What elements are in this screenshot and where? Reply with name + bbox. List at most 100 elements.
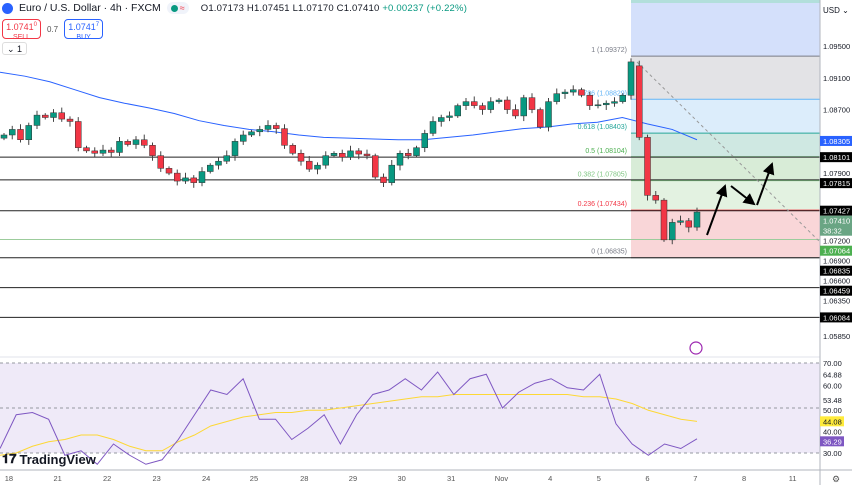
price-tag-label: 1.08305	[823, 137, 850, 146]
candle-body	[429, 121, 437, 134]
rsi-value: 36.29	[823, 437, 842, 446]
countdown-label: 38:32	[823, 227, 842, 236]
candle-body	[17, 129, 24, 141]
rsi-axis-label: 40.00	[823, 427, 842, 436]
candle-body	[157, 155, 164, 169]
time-axis-label: Nov	[495, 474, 509, 483]
candle-body	[693, 211, 701, 228]
tradingview-logo: 𝟏𝟕 TradingView	[2, 451, 96, 467]
candle-body	[207, 164, 214, 172]
time-axis-label: 21	[53, 474, 61, 483]
fib-zone	[631, 210, 820, 258]
low-value: L1.07170	[292, 2, 334, 14]
candle-body	[223, 155, 230, 162]
candle-body	[330, 153, 338, 156]
price-axis-label: 1.06600	[823, 277, 850, 286]
time-axis-label: 24	[202, 474, 210, 483]
candle-body	[677, 220, 684, 223]
price-axis-label: 1.06900	[823, 257, 850, 266]
candle-body	[231, 141, 239, 156]
candle-body	[174, 172, 181, 182]
candle-body	[479, 105, 486, 110]
candle-body	[132, 139, 140, 145]
change-value: +0.00237 (+0.22%)	[382, 2, 468, 14]
fib-level-label: 0.382 (1.07805)	[578, 172, 627, 179]
buy-button[interactable]: 1.07417 BUY	[64, 19, 104, 41]
open-value: O1.07173	[200, 2, 245, 14]
time-axis-label: 18	[5, 474, 13, 483]
candle-body	[372, 155, 379, 178]
price-tag-label: 1.08101	[823, 153, 850, 162]
time-axis-label: 30	[397, 474, 405, 483]
symbol-title[interactable]: Euro / U.S. Dollar · 4h · FXCM	[19, 2, 161, 14]
price-axis-label: 1.09100	[823, 74, 850, 83]
spread: 0.7	[47, 24, 59, 34]
candle-body	[281, 128, 288, 146]
indicators-toggle[interactable]: ⌄ 1	[2, 42, 28, 55]
candle-body	[636, 65, 643, 138]
candle-body	[42, 114, 49, 118]
price-tag-label: 1.07427	[823, 207, 850, 216]
candle-body	[520, 97, 527, 117]
lightning-alert-icon	[689, 341, 703, 355]
candle-body	[380, 176, 387, 183]
candle-body	[537, 109, 544, 128]
time-axis-label: 23	[152, 474, 160, 483]
market-status[interactable]: ≈	[166, 2, 189, 14]
candle-body	[91, 150, 98, 154]
candle-body	[124, 141, 131, 145]
candle-body	[611, 101, 618, 104]
sell-button[interactable]: 1.07410 SELL	[2, 19, 41, 41]
fib-level-label: 1 (1.09372)	[591, 47, 627, 54]
candle-body	[504, 99, 511, 110]
candle-body	[108, 149, 115, 153]
currency-selector[interactable]: USD ⌄	[823, 6, 849, 15]
tv-logo-icon: 𝟏𝟕	[2, 451, 17, 466]
price-tag-label-tag	[820, 135, 852, 146]
ohlc-readout: O1.07173 H1.07451 L1.07170 C1.07410 +0.0…	[201, 3, 467, 14]
candle-body	[528, 97, 536, 110]
projection-arrow	[756, 162, 775, 206]
chart-header: Euro / U.S. Dollar · 4h · FXCM ≈ O1.0717…	[2, 2, 467, 14]
candle-body	[495, 99, 503, 102]
candle-body	[33, 114, 41, 126]
candle-body	[355, 150, 362, 155]
rsi-axis-label: 64.88	[823, 371, 842, 380]
price-axis-label: 1.07200	[823, 237, 850, 246]
candle-body	[256, 129, 263, 133]
candle-body	[322, 155, 329, 166]
candle-body	[438, 117, 445, 122]
rsi-axis-label: 50.00	[823, 406, 842, 415]
fib-level-label: 0.236 (1.07434)	[578, 201, 627, 208]
sell-price-sup: 0	[33, 22, 37, 28]
fib-level-label: 0.618 (1.08403)	[578, 124, 627, 131]
time-axis-label: 22	[103, 474, 111, 483]
rsi-signal-value-tag	[820, 416, 844, 427]
projection-arrow	[730, 185, 756, 206]
rsi-axis-label: 70.00	[823, 359, 842, 368]
candle-body	[660, 199, 668, 241]
price-tag-label-tag	[820, 178, 852, 189]
candle-body	[149, 145, 156, 156]
candle-body	[586, 95, 593, 106]
trend-dashed-line	[636, 61, 821, 243]
candle-body	[652, 195, 659, 201]
candle-body	[182, 177, 189, 182]
price-tag-label-tag	[820, 205, 852, 216]
candle-body	[75, 121, 82, 148]
price-tag-label: 1.07815	[823, 179, 850, 188]
settings-gear-icon[interactable]: ⚙	[832, 474, 841, 484]
fib-zone	[631, 56, 820, 100]
candle-body	[58, 112, 65, 120]
candle-body	[553, 93, 560, 102]
candle-body	[99, 149, 107, 154]
price-tag-label-tag	[820, 265, 852, 276]
currency-label: USD	[823, 6, 840, 15]
price-axis-label: 1.05850	[823, 332, 850, 341]
wave-icon: ≈	[179, 3, 185, 13]
time-axis-label: 31	[447, 474, 455, 483]
fib-level-label: 0.786 (1.08829)	[578, 90, 627, 97]
candle-body	[570, 89, 577, 93]
candle-body	[0, 134, 8, 139]
